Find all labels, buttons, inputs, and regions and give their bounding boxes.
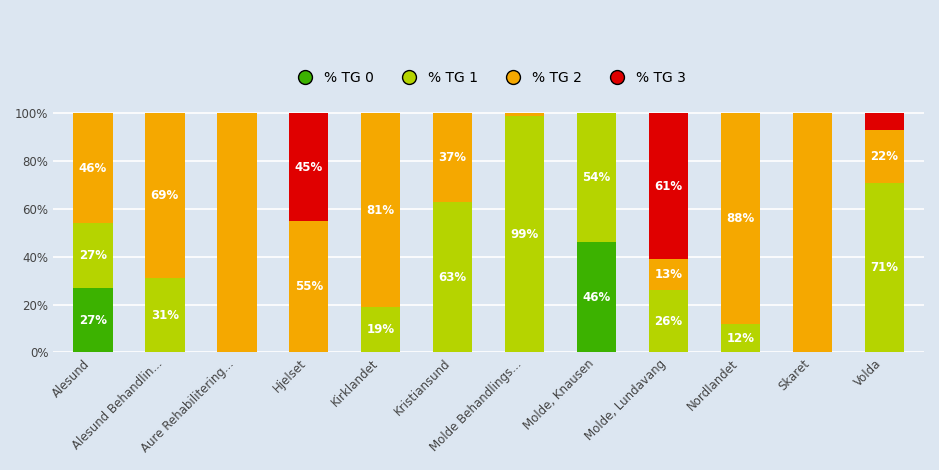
Bar [505, 116, 545, 352]
Text: 37%: 37% [439, 151, 467, 164]
Bar [145, 113, 185, 278]
Bar [73, 223, 113, 288]
Bar [73, 113, 113, 223]
Bar [865, 113, 904, 130]
Text: 26%: 26% [654, 315, 683, 328]
Bar [145, 278, 185, 352]
Bar [577, 113, 616, 243]
Text: 55%: 55% [295, 280, 323, 293]
Bar [289, 221, 329, 352]
Text: 27%: 27% [79, 313, 107, 327]
Bar [865, 183, 904, 352]
Text: 71%: 71% [870, 261, 899, 274]
Text: 69%: 69% [150, 189, 179, 202]
Bar [505, 113, 545, 116]
Bar [433, 202, 472, 352]
Bar [217, 113, 256, 352]
Bar [721, 324, 761, 352]
Bar [361, 307, 400, 352]
Bar [289, 113, 329, 221]
Text: 61%: 61% [654, 180, 683, 193]
Text: 22%: 22% [870, 150, 899, 163]
Text: 19%: 19% [366, 323, 394, 336]
Bar [865, 130, 904, 183]
Text: 27%: 27% [79, 249, 107, 262]
Bar [649, 290, 688, 352]
Text: 88%: 88% [727, 212, 755, 225]
Text: 63%: 63% [439, 271, 467, 283]
Text: 99%: 99% [511, 227, 539, 241]
Text: 12%: 12% [727, 332, 755, 345]
Text: 54%: 54% [582, 171, 610, 184]
Bar [577, 243, 616, 352]
Text: 13%: 13% [654, 268, 683, 281]
Text: 46%: 46% [79, 162, 107, 175]
Bar [361, 113, 400, 307]
Bar [649, 113, 688, 259]
Text: 81%: 81% [366, 204, 394, 217]
Bar [793, 113, 832, 352]
Bar [649, 259, 688, 290]
Text: 45%: 45% [295, 161, 323, 173]
Legend: % TG 0, % TG 1, % TG 2, % TG 3: % TG 0, % TG 1, % TG 2, % TG 3 [285, 65, 692, 90]
Text: 31%: 31% [151, 309, 178, 322]
Bar [721, 113, 761, 324]
Text: 46%: 46% [582, 291, 610, 304]
Bar [433, 113, 472, 202]
Bar [73, 288, 113, 352]
